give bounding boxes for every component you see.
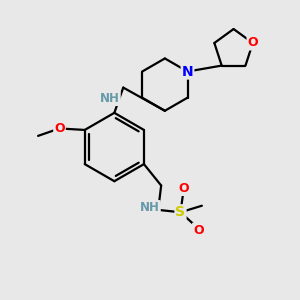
Text: O: O xyxy=(248,37,258,50)
Text: S: S xyxy=(176,205,185,219)
Text: NH: NH xyxy=(100,92,120,105)
Text: NH: NH xyxy=(140,201,160,214)
Text: N: N xyxy=(182,64,193,79)
Text: O: O xyxy=(193,224,204,237)
Text: O: O xyxy=(54,122,65,135)
Text: O: O xyxy=(178,182,189,195)
